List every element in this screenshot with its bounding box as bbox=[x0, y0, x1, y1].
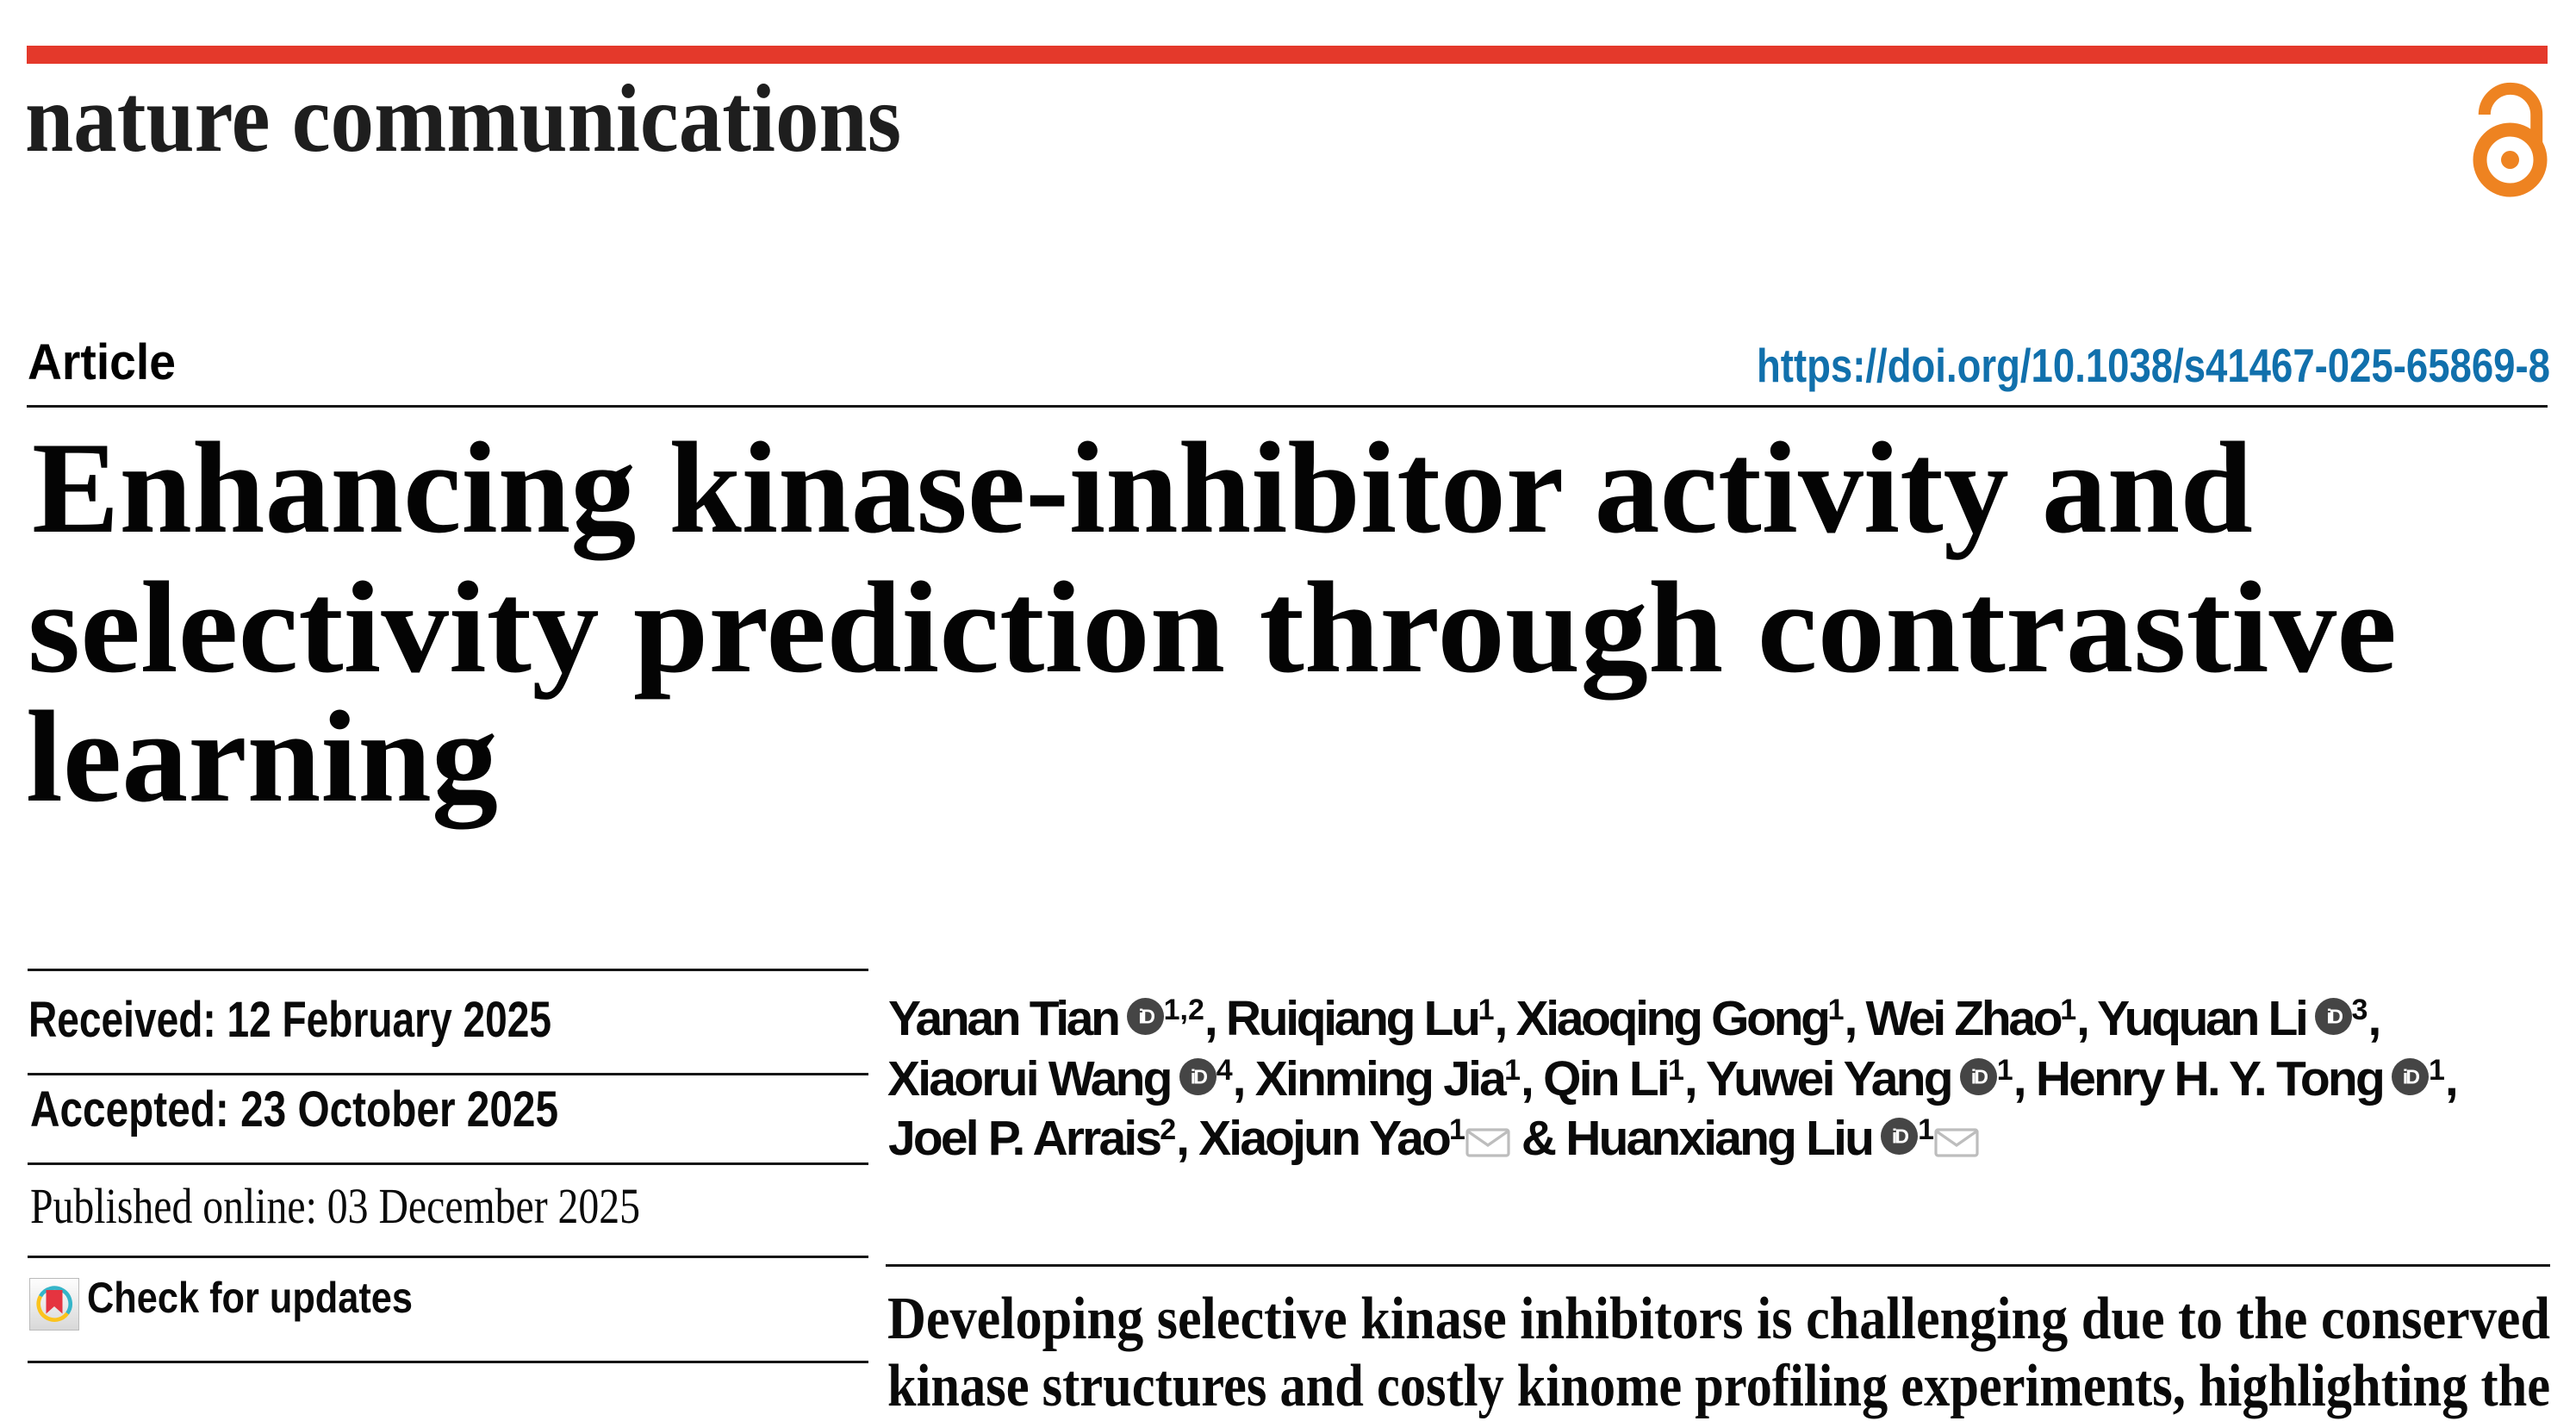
svg-text:iD: iD bbox=[2403, 1066, 2420, 1088]
svg-text:iD: iD bbox=[2326, 1006, 2343, 1028]
svg-text:iD: iD bbox=[1191, 1066, 1208, 1088]
svg-text:iD: iD bbox=[1892, 1125, 1909, 1148]
svg-text:iD: iD bbox=[1971, 1066, 1988, 1088]
svg-text:iD: iD bbox=[1138, 1006, 1154, 1028]
